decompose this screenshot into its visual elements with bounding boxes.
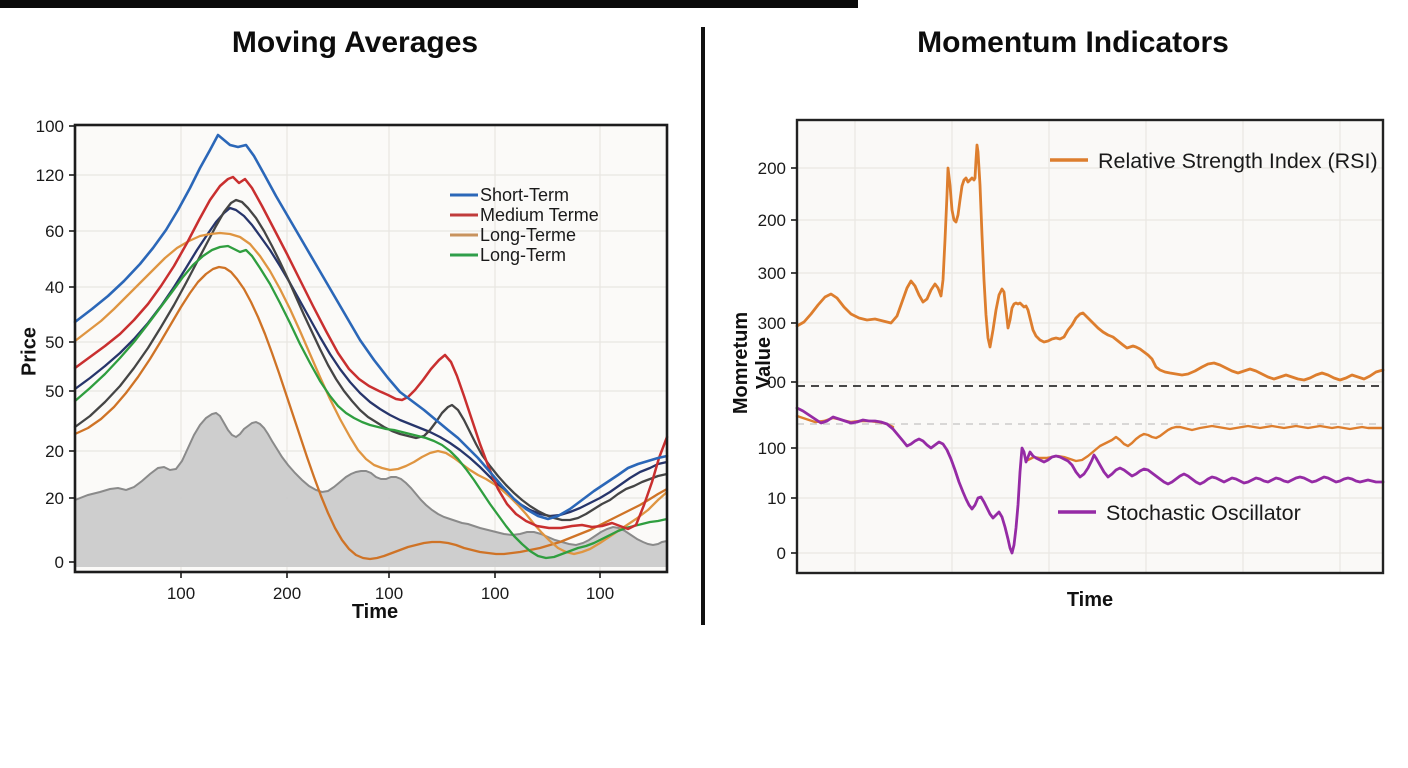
series-blue-line bbox=[73, 133, 669, 521]
right-ytick-label: 10 bbox=[767, 489, 786, 508]
right-ytick-label: 300 bbox=[758, 314, 786, 333]
legend-label-4: Long-Term bbox=[480, 245, 566, 265]
panel-divider bbox=[701, 27, 705, 625]
left-xtick-label: 100 bbox=[586, 584, 614, 603]
legend-label-2: Medium Terme bbox=[480, 205, 599, 225]
top-artifact-bar bbox=[0, 0, 858, 8]
series-light-orange-line bbox=[73, 231, 669, 556]
series-stochastic-line bbox=[795, 406, 1385, 555]
right-ytick-label: 100 bbox=[758, 439, 786, 458]
series-navy-line bbox=[73, 206, 669, 518]
right-ytick-label: 200 bbox=[758, 159, 786, 178]
left-ytick-label: 20 bbox=[45, 489, 64, 508]
right-plot-frame bbox=[795, 118, 1385, 575]
legend-label-1: Short-Term bbox=[480, 185, 569, 205]
left-xtick-label: 200 bbox=[273, 584, 301, 603]
series-green-line bbox=[73, 244, 669, 560]
series-dark-gray-line bbox=[73, 198, 669, 522]
left-xtick-label: 100 bbox=[375, 584, 403, 603]
legend-label-3: Long-Terme bbox=[480, 225, 576, 245]
series-rsi-line bbox=[795, 143, 1385, 382]
left-ytick-label: 60 bbox=[45, 222, 64, 241]
right-chart-title: Momentum Indicators bbox=[917, 26, 1229, 59]
stochastic-legend-label: Stochastic Oscillator bbox=[1106, 501, 1301, 525]
right-x-axis-label: Time bbox=[1066, 589, 1114, 611]
right-ytick-label: 200 bbox=[758, 211, 786, 230]
left-ytick-label: 50 bbox=[45, 382, 64, 401]
series-red-line bbox=[73, 175, 669, 531]
left-chart-title: Moving Averages bbox=[231, 26, 479, 59]
left-xtick-label: 100 bbox=[167, 584, 195, 603]
series-rsi-lower-right bbox=[1026, 424, 1385, 463]
left-xtick-label: 100 bbox=[481, 584, 509, 603]
left-plot-frame bbox=[73, 123, 669, 574]
left-ytick-label: 40 bbox=[45, 278, 64, 297]
right-ytick-label: 300 bbox=[758, 264, 786, 283]
left-ytick-label: 20 bbox=[45, 442, 64, 461]
right-ytick-label: 00 bbox=[767, 373, 786, 392]
left-x-axis-label: Time bbox=[351, 601, 399, 623]
left-ytick-label: 50 bbox=[45, 333, 64, 352]
left-ytick-label: 0 bbox=[55, 553, 64, 572]
left-ytick-label: 120 bbox=[36, 166, 64, 185]
rsi-legend-label: Relative Strength Index (RSI) bbox=[1098, 149, 1378, 173]
volume-area-outline bbox=[74, 411, 668, 547]
right-ytick-label: 0 bbox=[777, 544, 786, 563]
volume-area bbox=[75, 413, 667, 567]
left-ytick-label: 100 bbox=[36, 117, 64, 136]
